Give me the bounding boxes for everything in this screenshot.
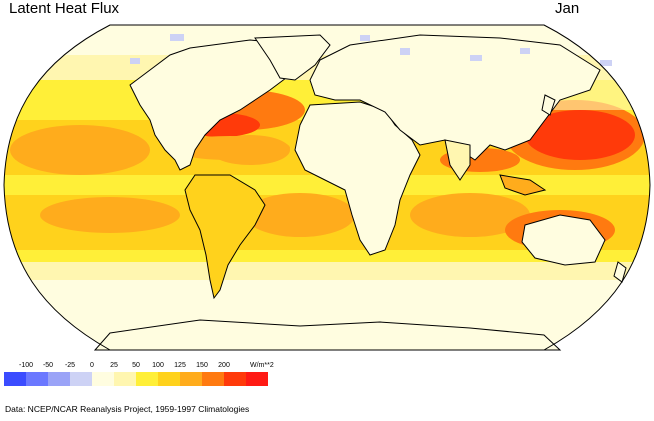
negative-flux-patches <box>130 34 612 66</box>
legend-swatch <box>4 372 26 386</box>
legend-swatch <box>136 372 158 386</box>
data-source: Data: NCEP/NCAR Reanalysis Project, 1959… <box>5 404 250 414</box>
legend-swatch <box>158 372 180 386</box>
legend-colorbar <box>4 372 268 386</box>
legend-label: -100 <box>18 362 34 369</box>
legend-label: -50 <box>42 362 54 369</box>
legend-unit: W/m**2 <box>250 362 274 369</box>
world-map <box>3 24 651 351</box>
india <box>444 139 471 181</box>
color-legend: -100 -50 -25 0 25 50 100 125 150 200 W/m… <box>4 362 294 392</box>
map-title: Latent Heat Flux <box>9 0 120 17</box>
legend-swatch <box>202 372 224 386</box>
legend-label: 0 <box>90 362 94 369</box>
legend-label: -25 <box>64 362 76 369</box>
legend-label: 50 <box>132 362 140 369</box>
greenland <box>254 34 331 81</box>
legend-label: 150 <box>196 362 208 369</box>
legend-swatch <box>70 372 92 386</box>
legend-swatch <box>92 372 114 386</box>
legend-label: 100 <box>152 362 164 369</box>
south-america <box>184 174 266 300</box>
legend-swatch <box>180 372 202 386</box>
legend-swatch <box>246 372 268 386</box>
eurasia <box>309 34 601 161</box>
continents <box>93 34 627 351</box>
africa <box>294 101 421 256</box>
legend-swatch <box>224 372 246 386</box>
legend-label: 125 <box>174 362 186 369</box>
japan <box>541 94 556 116</box>
month-label: Jan <box>555 0 580 17</box>
australia <box>521 214 606 266</box>
globe-outline <box>3 24 651 351</box>
legend-swatch <box>26 372 48 386</box>
legend-label: 200 <box>218 362 230 369</box>
indonesia <box>499 174 547 196</box>
legend-label: 25 <box>110 362 118 369</box>
legend-swatch <box>114 372 136 386</box>
legend-swatch <box>48 372 70 386</box>
